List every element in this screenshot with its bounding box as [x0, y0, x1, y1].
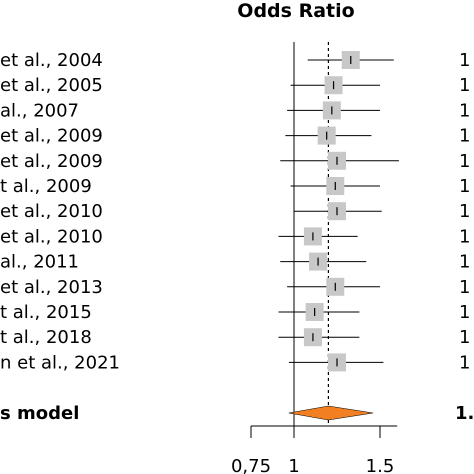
summary-right-value: 1.: [455, 403, 474, 424]
study-label: et al., 2010: [0, 201, 103, 222]
right-value: 1: [459, 75, 470, 96]
study-row: n et al., 2021 1: [0, 352, 470, 373]
study-row: et al., 2009 1: [0, 126, 470, 147]
study-row: et al., 2004 1: [0, 50, 470, 71]
study-row: al., 2011 1: [0, 252, 470, 273]
right-value: 1: [459, 302, 470, 323]
right-value: 1: [459, 176, 470, 197]
study-row: t al., 2018 1: [0, 327, 470, 348]
right-value: 1: [459, 201, 470, 222]
study-label: al., 2007: [0, 100, 79, 121]
study-label: et al., 2005: [0, 75, 103, 96]
study-label: t al., 2015: [0, 302, 92, 323]
study-row: t al., 2015 1: [0, 302, 470, 323]
study-row: t al., 2009 1: [0, 176, 470, 197]
study-row: al., 2007 1: [0, 100, 470, 121]
study-rows: et al., 2004 1et al., 2005 1al., 2007 1et a…: [0, 50, 470, 373]
study-row: et al., 2013 1: [0, 277, 470, 298]
study-label: n et al., 2021: [0, 352, 120, 373]
study-row: et al., 2005 1: [0, 75, 470, 96]
x-tick-label: 1.5: [366, 456, 395, 474]
x-axis: 0,75 1 1.5: [231, 425, 398, 474]
study-row: et al., 2009 1: [0, 151, 470, 172]
right-value: 1: [459, 352, 470, 373]
right-value: 1: [459, 226, 470, 247]
study-label: et al., 2009: [0, 151, 103, 172]
right-value: 1: [459, 151, 470, 172]
right-value: 1: [459, 277, 470, 298]
summary-diamond: [288, 405, 374, 421]
study-row: et al., 2010 1: [0, 201, 470, 222]
study-label: et al., 2004: [0, 50, 103, 71]
study-label: et al., 2013: [0, 277, 103, 298]
study-label: t al., 2018: [0, 327, 92, 348]
right-value: 1: [459, 252, 470, 273]
right-value: 1: [459, 100, 470, 121]
x-tick-label: 1: [288, 456, 299, 474]
study-label: et al., 2009: [0, 126, 103, 147]
summary-row: s model 1.: [0, 403, 474, 424]
study-row: et al., 2010 1: [0, 226, 470, 247]
right-value: 1: [459, 327, 470, 348]
study-label: et al., 2010: [0, 226, 103, 247]
chart-title: Odds Ratio: [237, 0, 354, 22]
summary-label: s model: [0, 403, 79, 424]
right-value: 1: [459, 50, 470, 71]
study-label: t al., 2009: [0, 176, 92, 197]
right-value: 1: [459, 126, 470, 147]
study-label: al., 2011: [0, 252, 79, 273]
x-tick-label: 0,75: [231, 456, 271, 474]
